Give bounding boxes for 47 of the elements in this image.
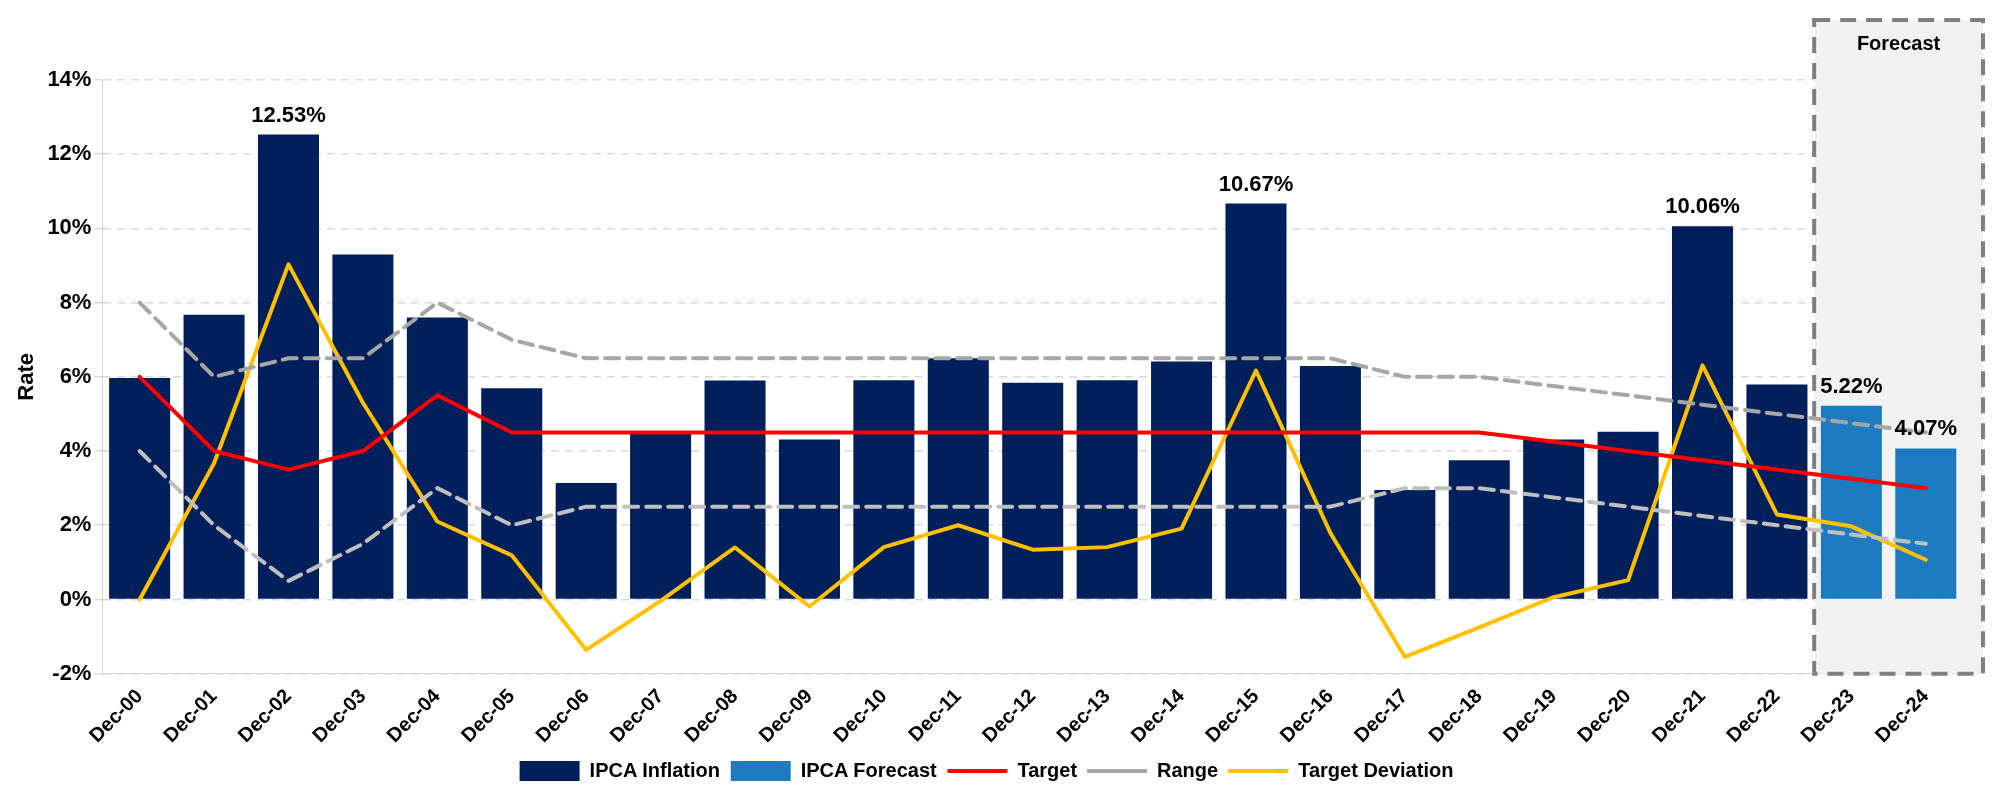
bar	[1523, 439, 1585, 599]
bar	[1002, 382, 1064, 599]
line-series	[137, 449, 1928, 583]
bar	[1225, 203, 1287, 599]
bar	[1374, 489, 1436, 599]
bar	[1672, 226, 1734, 599]
bar	[927, 358, 989, 599]
data-label: 12.53%	[251, 101, 326, 127]
bar	[1597, 431, 1659, 599]
data-label: 10.67%	[1218, 170, 1294, 196]
y-tick-label: 4%	[59, 437, 92, 463]
bar	[1299, 366, 1361, 599]
y-tick-label: 2%	[59, 511, 92, 537]
bar	[778, 439, 840, 599]
bar	[109, 377, 171, 599]
data-label: 5.22%	[1820, 372, 1883, 398]
y-tick-label: -2%	[52, 659, 92, 685]
y-tick-label: 0%	[59, 585, 92, 611]
y-tick-label: 12%	[47, 140, 92, 166]
bar	[1746, 384, 1808, 599]
data-label: 4.07%	[1894, 415, 1957, 441]
bar	[704, 380, 766, 599]
bar	[481, 388, 543, 599]
data-label: 10.06%	[1665, 193, 1740, 219]
legend-label: Range	[1157, 758, 1219, 781]
bar	[1820, 405, 1882, 599]
legend-label: IPCA Forecast	[800, 758, 938, 781]
legend-label: IPCA Inflation	[589, 758, 720, 781]
y-tick-label: 10%	[47, 214, 92, 240]
legend-label: Target Deviation	[1298, 758, 1454, 781]
bar	[1076, 380, 1138, 599]
y-tick-label: 8%	[59, 288, 92, 314]
legend-label: Target	[1017, 758, 1078, 781]
bar	[853, 380, 915, 599]
bar	[406, 317, 468, 599]
bar	[1448, 460, 1510, 599]
bar	[332, 254, 394, 599]
bar	[257, 134, 319, 599]
y-tick-label: 6%	[59, 362, 92, 388]
bar	[1151, 361, 1213, 599]
bar	[1895, 448, 1957, 599]
y-tick-label: 14%	[47, 66, 92, 92]
bar	[630, 433, 692, 599]
bar	[555, 482, 617, 599]
y-axis-title: Rate	[13, 352, 39, 401]
band-label: Forecast	[1856, 31, 1941, 54]
bar	[183, 314, 245, 599]
